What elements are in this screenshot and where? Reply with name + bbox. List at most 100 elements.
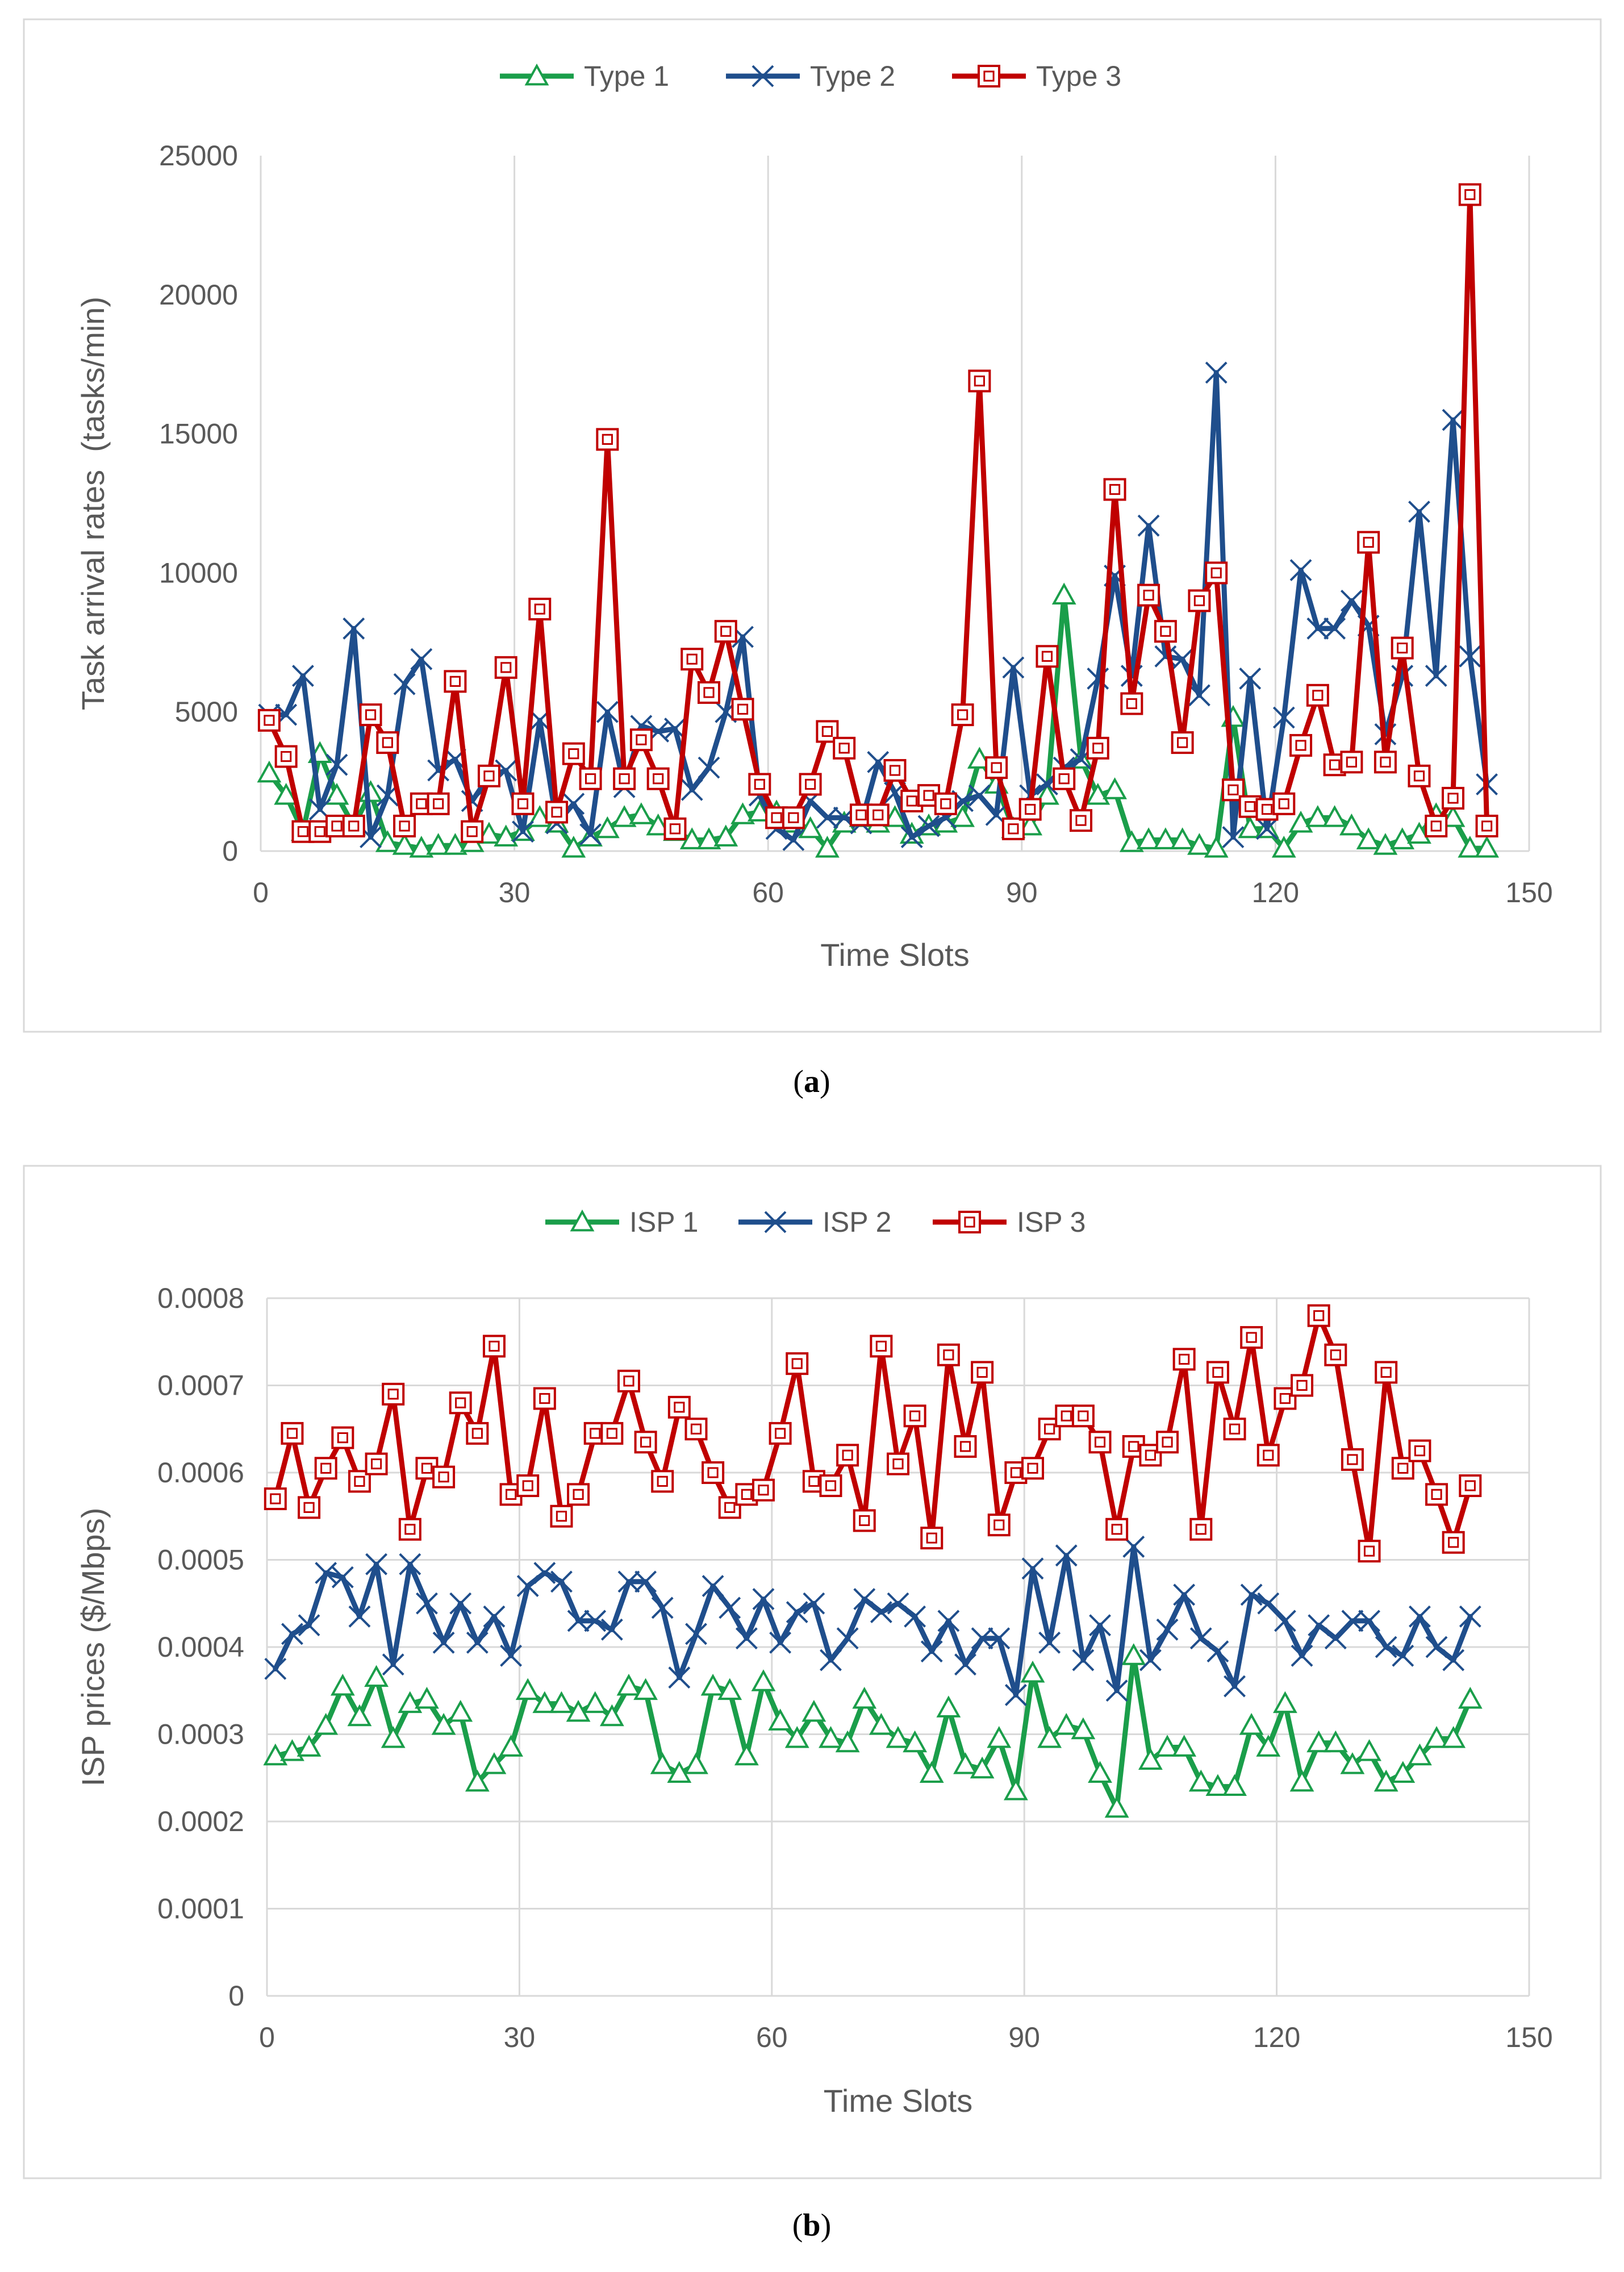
chart-b-series-2-point bbox=[382, 1653, 404, 1676]
chart-b-series-1-point bbox=[734, 1743, 759, 1766]
chart-a-series-3-point-inner bbox=[940, 798, 951, 810]
chart-b-series-1-point bbox=[599, 1704, 624, 1727]
chart-b-series-1-point bbox=[549, 1691, 574, 1714]
chart-b-series-2-point-stroke2 bbox=[820, 1649, 842, 1671]
chart-b-series-3-point-inner bbox=[1128, 1441, 1139, 1452]
chart-b-series-2-point-stroke2 bbox=[1409, 1605, 1431, 1628]
chart-a-legend-marker bbox=[752, 65, 774, 87]
chart-a-series-3-point-outer bbox=[697, 681, 720, 704]
chart-a-series-3-point-inner bbox=[991, 762, 1002, 773]
chart-a-series-2-point bbox=[1425, 665, 1447, 687]
chart-a-series-3-point bbox=[866, 803, 890, 827]
chart-b-series-2-point bbox=[1105, 1679, 1128, 1702]
chart-a-series-3-point-outer bbox=[257, 708, 281, 732]
chart-b-series-3-point-outer bbox=[903, 1404, 926, 1428]
chart-b-series-1-point bbox=[330, 1673, 355, 1696]
chart-a-series-3-point-outer bbox=[494, 656, 517, 679]
chart-a-series-3-point-outer bbox=[782, 806, 805, 829]
chart-a: 0 30 60 90 120 150 0 5000 10000 15000 20000 25000 Ti… bbox=[75, 60, 1553, 973]
chart-b-series-2-point-stroke2 bbox=[853, 1588, 876, 1610]
chart-b-legend-marker bbox=[958, 1211, 981, 1233]
chart-b-series-2-point-stroke2 bbox=[937, 1610, 960, 1632]
chart-a-series-1-point bbox=[679, 827, 704, 849]
chart-b-series-3-point-outer bbox=[1341, 1448, 1364, 1471]
chart-b-series-3-point bbox=[1341, 1448, 1364, 1471]
chart-b-series-2-point bbox=[820, 1649, 842, 1671]
chart-b-series-2-point-stroke2 bbox=[584, 1610, 607, 1632]
chart-a-series-1-point bbox=[1136, 827, 1161, 849]
chart-b-series-3-point-inner bbox=[959, 1441, 971, 1452]
chart-b-series-2-point-stroke2 bbox=[702, 1575, 724, 1597]
chart-a-series-1-point bbox=[1187, 833, 1212, 855]
chart-a-series-3-point-outer bbox=[461, 820, 484, 843]
chart-b-series-3-point bbox=[819, 1474, 842, 1498]
chart-b-series-3-point-outer bbox=[600, 1421, 624, 1445]
chart-b-series-3-point-inner bbox=[842, 1449, 853, 1461]
chart-a-series-3-point-outer bbox=[1306, 683, 1329, 707]
chart-a-series-3-point-outer bbox=[359, 703, 382, 727]
chart-a-series-2-point bbox=[292, 665, 314, 687]
chart-b-series-1-point bbox=[835, 1730, 860, 1753]
chart-a-series-3-point-inner bbox=[433, 798, 444, 810]
chart-a-series-2-point-stroke2 bbox=[1306, 617, 1329, 640]
chart-b-series-3-point-outer bbox=[1425, 1483, 1448, 1506]
chart-b-series-3-point-inner bbox=[1431, 1489, 1442, 1500]
chart-a-series-3-point bbox=[1001, 817, 1025, 840]
chart-b-series-3-point-outer bbox=[1189, 1518, 1213, 1541]
chart-b-series-3-point-outer bbox=[987, 1514, 1011, 1537]
chart-a-series-1-point bbox=[561, 835, 586, 858]
chart-b-series-2-point bbox=[752, 1588, 775, 1610]
chart-a-series-3-point-outer bbox=[1357, 531, 1380, 554]
chart-b-series-2-point bbox=[432, 1631, 455, 1654]
chart-a-series-3-point bbox=[985, 756, 1008, 779]
chart-b-series-3-point bbox=[281, 1421, 304, 1445]
chart-a-series-2-point-stroke2 bbox=[816, 806, 838, 829]
chart-b-series-2-point bbox=[1189, 1627, 1212, 1650]
chart-a-series-3-point-outer bbox=[1205, 561, 1228, 585]
chart-b-series-3-point-inner bbox=[505, 1489, 517, 1500]
chart-b-series-2-point bbox=[853, 1588, 876, 1610]
chart-b-legend-marker-outer bbox=[958, 1211, 981, 1233]
chart-b-series-1-point bbox=[448, 1700, 473, 1722]
chart-b-series-1-point bbox=[314, 1713, 339, 1735]
chart-a-series-2-point-stroke2 bbox=[968, 784, 991, 807]
chart-b-xtick-label: 150 bbox=[1505, 2021, 1552, 2053]
chart-b-series-2-point bbox=[1156, 1618, 1179, 1641]
chart-a-legend-marker bbox=[978, 65, 1000, 87]
chart-b-series-3-point-inner bbox=[573, 1489, 584, 1500]
chart-b-series-2-point-stroke2 bbox=[1072, 1649, 1095, 1671]
chart-b-series-3-point-inner bbox=[1179, 1353, 1190, 1365]
chart-a-series-1-point bbox=[1103, 777, 1127, 799]
chart-b-series-3-point-outer bbox=[466, 1421, 489, 1445]
chart-b-series-1-point bbox=[1391, 1761, 1416, 1783]
chart-a-series-1-point bbox=[1018, 813, 1043, 836]
chart-b-series-3-point-inner bbox=[674, 1402, 685, 1413]
chart-b-series-3-point-outer bbox=[1358, 1540, 1381, 1563]
chart-a-series-2-point-stroke2 bbox=[1459, 645, 1481, 668]
chart-b-series-3-point bbox=[853, 1509, 876, 1532]
chart-b-series-3-point bbox=[887, 1452, 909, 1475]
chart-b-series-3-point bbox=[971, 1361, 994, 1384]
chart-b-series-3-point bbox=[752, 1478, 775, 1502]
chart-b-series-3-point bbox=[1240, 1326, 1263, 1349]
chart-b-x-axis-title: Time Slots bbox=[824, 2083, 972, 2119]
chart-b-series-1-point bbox=[1071, 1717, 1096, 1740]
chart-a-series-3-point-inner bbox=[1210, 567, 1222, 578]
chart-b-series-3-point-outer bbox=[853, 1509, 876, 1532]
chart-a-series-2-point-stroke2 bbox=[900, 826, 923, 848]
chart-b-series-2-point-stroke2 bbox=[1392, 1644, 1414, 1667]
chart-a-series-3 bbox=[257, 183, 1498, 843]
chart-a-series-2-point-stroke2 bbox=[292, 665, 314, 687]
chart-a-series-3-point-inner bbox=[838, 743, 850, 754]
chart-a-series-3-point bbox=[697, 681, 720, 704]
chart-a-series-3-point-inner bbox=[1312, 690, 1324, 701]
chart-b-series-1-point bbox=[1104, 1795, 1129, 1818]
chart-a-series-3-point bbox=[1053, 767, 1076, 790]
chart-a-series-2-point bbox=[1324, 617, 1346, 640]
chart-a-series-3-point bbox=[1086, 736, 1109, 760]
chart-a-series-3-point-inner bbox=[297, 826, 309, 837]
chart-b-legend-marker-stroke2 bbox=[764, 1211, 787, 1233]
chart-b-series-2-point-stroke2 bbox=[1105, 1679, 1128, 1702]
chart-b-series-3-point bbox=[634, 1431, 657, 1454]
chart-a-series-3-point-inner bbox=[585, 773, 596, 785]
